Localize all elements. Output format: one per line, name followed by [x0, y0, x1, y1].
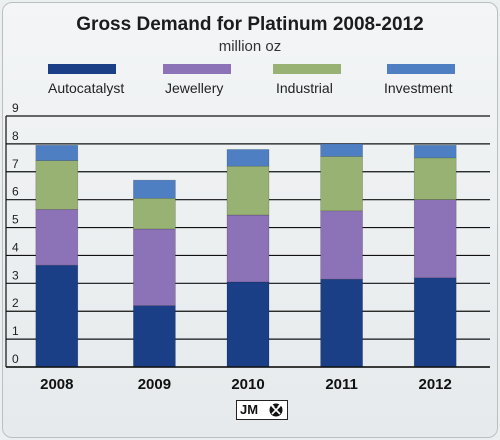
- legend-swatch: [48, 64, 116, 74]
- bar-segment: [35, 209, 79, 266]
- bar-segment: [35, 160, 79, 210]
- bar-segment: [320, 143, 363, 157]
- legend-swatch: [163, 64, 231, 74]
- legend-item-jewellery: Jewellery: [163, 64, 283, 104]
- legend-item-autocatalyst: Autocatalyst: [48, 64, 168, 104]
- x-tick-label: 2010: [231, 376, 264, 393]
- legend-label: Industrial: [276, 80, 333, 96]
- chart-title: Gross Demand for Platinum 2008-2012: [76, 14, 424, 35]
- jm-logo: JM: [236, 400, 288, 420]
- y-tick-label: 3: [12, 268, 19, 282]
- legend-swatch: [273, 64, 341, 74]
- bar-segment: [226, 149, 270, 167]
- x-tick-label: 2009: [138, 376, 171, 393]
- bar-segment: [320, 210, 363, 280]
- x-tick-label: 2011: [325, 376, 358, 393]
- y-tick-label: 9: [12, 101, 19, 115]
- bar-segment: [226, 165, 270, 216]
- bar-segment: [413, 277, 457, 368]
- bar-segment: [133, 179, 176, 199]
- bar-segment: [320, 156, 363, 212]
- y-tick-label: 6: [12, 185, 19, 199]
- bar-segment: [413, 144, 457, 159]
- x-tick-label: 2008: [40, 376, 73, 393]
- bar-segment: [133, 197, 176, 230]
- bar-segment: [320, 278, 363, 368]
- bar-segment: [226, 281, 270, 368]
- bar-segment: [35, 144, 79, 161]
- y-tick-label: 4: [12, 240, 19, 254]
- legend-label: Jewellery: [165, 80, 224, 96]
- legend-label: Autocatalyst: [48, 80, 125, 96]
- legend-swatch: [387, 64, 455, 74]
- bar-segment: [226, 214, 270, 283]
- y-tick-label: 1: [12, 324, 19, 338]
- bar-segment: [413, 199, 457, 279]
- bar-segment: [413, 157, 457, 200]
- bar-segment: [133, 228, 176, 306]
- y-tick-label: 8: [12, 129, 19, 143]
- legend-item-industrial: Industrial: [273, 64, 393, 104]
- legend-label: Investment: [384, 80, 453, 96]
- bar-segment: [133, 305, 176, 368]
- y-tick-label: 5: [12, 213, 19, 227]
- logo-text: JM: [240, 402, 259, 417]
- y-tick-label: 2: [12, 296, 19, 310]
- x-tick-label: 2012: [419, 376, 452, 393]
- crossed-hammers-icon: [269, 403, 283, 417]
- bar-segment: [35, 264, 79, 368]
- y-tick-label: 0: [12, 352, 19, 366]
- legend-item-investment: Investment: [384, 64, 500, 104]
- y-tick-label: 7: [12, 157, 19, 171]
- chart-subtitle: million oz: [218, 38, 282, 55]
